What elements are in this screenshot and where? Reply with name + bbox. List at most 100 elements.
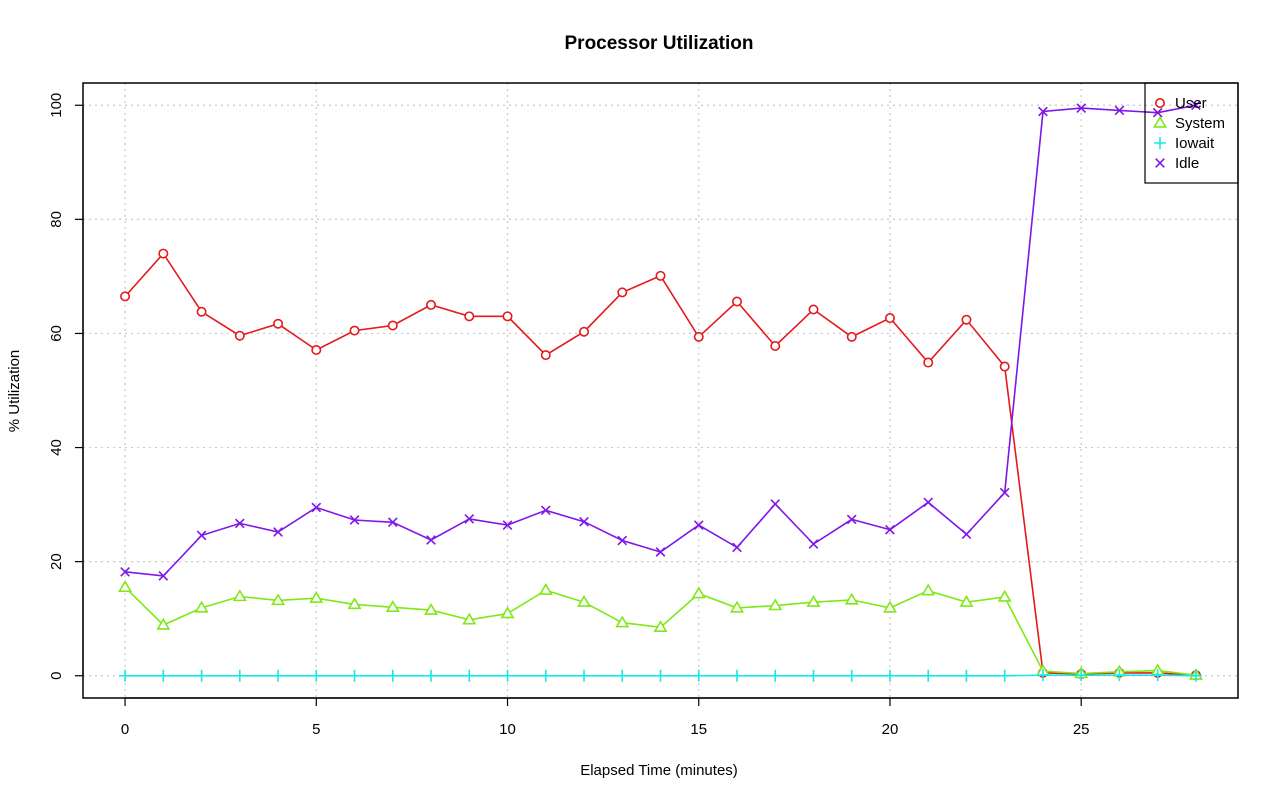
data-point-system (653, 620, 668, 632)
data-point-system (997, 589, 1012, 602)
data-point-user (961, 314, 972, 325)
data-point-system (577, 594, 592, 607)
data-point-idle (196, 530, 207, 541)
data-point-system (615, 615, 630, 628)
series-line-user (124, 252, 1196, 676)
data-point-idle (273, 527, 283, 537)
data-point-user (655, 270, 666, 281)
x-tick-label: 0 (121, 721, 129, 738)
data-point-iowait (578, 669, 591, 682)
data-point-system (959, 594, 974, 607)
data-point-user (923, 357, 934, 368)
data-point-system (768, 598, 783, 611)
data-point-idle (349, 515, 360, 525)
data-point-iowait (883, 669, 896, 682)
data-point-system (194, 600, 209, 613)
data-point-system (882, 600, 897, 613)
legend-label-iowait: Iowait (1175, 135, 1215, 152)
data-point-idle (808, 539, 819, 549)
x-tick-label: 20 (882, 721, 899, 738)
data-point-idle (732, 542, 742, 553)
data-point-idle (234, 518, 245, 529)
plot-frame (82, 82, 1239, 699)
y-tick-label: 80 (48, 211, 65, 228)
data-point-system (118, 580, 133, 593)
data-point-idle (502, 520, 513, 531)
data-point-iowait (960, 669, 973, 682)
data-point-user (349, 325, 360, 336)
data-point-idle (961, 529, 972, 540)
data-point-system (347, 597, 362, 610)
data-point-idle (617, 535, 628, 546)
data-point-user (196, 306, 207, 317)
series-line-idle (125, 104, 1197, 577)
data-point-user (273, 318, 284, 329)
data-point-iowait (195, 669, 208, 682)
x-axis-label: Elapsed Time (minutes) (580, 762, 738, 779)
data-point-user (846, 331, 857, 342)
axes: 0 5 10 15 20 25 0 20 40 60 80 100 (48, 93, 1090, 738)
data-point-iowait (692, 669, 705, 682)
data-point-system (844, 592, 859, 605)
data-point-iowait (233, 669, 246, 682)
data-point-iowait (1075, 669, 1088, 682)
data-point-iowait (769, 669, 782, 682)
data-point-idle (655, 547, 666, 557)
data-point-system (156, 617, 171, 630)
data-point-user (120, 291, 131, 302)
legend-label-system: System (1175, 115, 1225, 132)
data-point-system (729, 600, 744, 613)
data-point-user (158, 248, 169, 259)
legend-box (1144, 82, 1239, 184)
data-point-iowait (310, 669, 323, 682)
data-point-idle (1076, 103, 1087, 113)
data-point-iowait (119, 669, 132, 682)
data-point-user (426, 299, 437, 310)
data-point-system (538, 582, 553, 595)
data-point-idle (770, 499, 781, 509)
data-point-iowait (386, 669, 399, 682)
data-point-iowait (1151, 669, 1164, 682)
data-point-system (232, 589, 247, 602)
data-point-idle (387, 517, 398, 528)
data-point-idle (846, 514, 857, 525)
data-point-user (884, 313, 895, 324)
y-tick-label: 40 (48, 439, 65, 456)
x-tick-label: 25 (1073, 721, 1090, 738)
data-point-user (617, 287, 628, 298)
data-point-user (540, 350, 551, 361)
data-point-idle (158, 571, 169, 581)
data-point-iowait (922, 669, 935, 682)
data-point-user (464, 311, 475, 322)
data-point-idle (464, 513, 475, 524)
x-tick-label: 10 (499, 721, 516, 738)
x-tick-label: 15 (690, 721, 707, 738)
data-point-idle (693, 520, 704, 531)
data-point-iowait (998, 669, 1011, 682)
data-point-iowait (807, 669, 820, 682)
series-system (118, 580, 1203, 680)
data-point-iowait (654, 669, 667, 682)
series-iowait (119, 669, 1202, 682)
data-point-idle (120, 567, 130, 577)
data-point-idle (579, 516, 589, 527)
data-point-iowait (348, 669, 361, 682)
data-point-iowait (425, 669, 438, 682)
grid-lines (83, 83, 1238, 698)
legend-marker-idle (1155, 158, 1165, 168)
data-point-iowait (1113, 669, 1126, 682)
data-point-iowait (1036, 669, 1049, 682)
data-point-iowait (272, 669, 285, 682)
data-point-idle (999, 487, 1010, 498)
data-point-idle (1191, 100, 1201, 111)
data-point-system (462, 612, 477, 625)
legend: User System Iowait Idle (1144, 82, 1239, 184)
data-point-idle (1038, 106, 1048, 117)
series-idle (120, 100, 1201, 581)
data-point-iowait (845, 669, 858, 682)
data-point-system (424, 602, 439, 615)
data-point-idle (426, 535, 436, 545)
data-point-system (309, 590, 324, 603)
y-tick-label: 20 (48, 553, 65, 570)
